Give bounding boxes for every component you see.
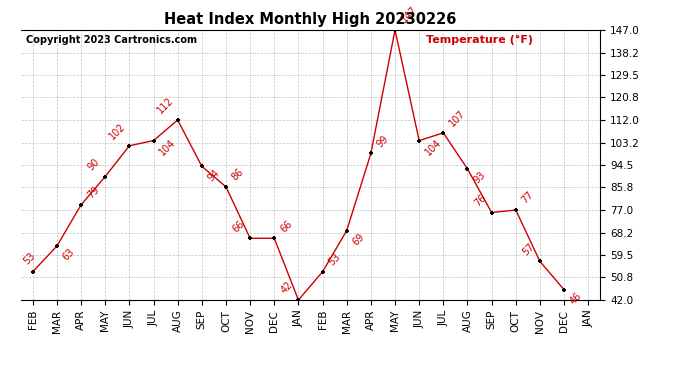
Point (124, 143, 135, 149)
Point (510, 207, 521, 213)
Text: 76: 76 (472, 193, 488, 208)
Point (172, 117, 183, 123)
Text: Copyright 2023 Cartronics.com: Copyright 2023 Cartronics.com (26, 35, 197, 45)
Text: 66: 66 (279, 218, 294, 234)
Text: 66: 66 (230, 218, 246, 234)
Text: 79: 79 (86, 185, 101, 201)
Point (293, 297, 304, 303)
Text: 63: 63 (61, 247, 77, 262)
Point (317, 269, 328, 275)
Text: 104: 104 (424, 137, 444, 157)
Point (196, 163, 207, 169)
Text: 53: 53 (327, 252, 342, 267)
Point (558, 287, 569, 293)
Point (51, 243, 62, 249)
Point (28, 269, 39, 275)
Text: 112: 112 (155, 96, 176, 116)
Text: 104: 104 (158, 137, 178, 157)
Text: 77: 77 (520, 190, 536, 206)
Text: 102: 102 (107, 122, 128, 141)
Title: Heat Index Monthly High 20230226: Heat Index Monthly High 20230226 (164, 12, 457, 27)
Text: 46: 46 (569, 291, 584, 306)
Point (534, 258, 545, 264)
Text: 42: 42 (279, 280, 295, 296)
Text: 147: 147 (400, 4, 420, 24)
Text: 53: 53 (21, 251, 37, 266)
Point (268, 235, 279, 241)
Point (99, 174, 110, 180)
Text: 69: 69 (351, 231, 366, 247)
Text: 90: 90 (86, 157, 101, 172)
Point (220, 184, 231, 190)
Text: 99: 99 (375, 134, 391, 149)
Point (462, 166, 473, 172)
Point (389, 27, 400, 33)
Text: 93: 93 (472, 170, 487, 186)
Text: 107: 107 (448, 108, 468, 129)
Text: 94: 94 (206, 167, 221, 183)
Point (75, 202, 86, 208)
Text: Temperature (°F): Temperature (°F) (426, 35, 533, 45)
Point (486, 210, 497, 216)
Point (148, 138, 159, 144)
Point (365, 150, 376, 156)
Point (341, 228, 352, 234)
Text: 57: 57 (520, 242, 536, 257)
Point (413, 138, 424, 144)
Point (437, 130, 448, 136)
Point (244, 235, 255, 241)
Text: 86: 86 (230, 167, 246, 183)
